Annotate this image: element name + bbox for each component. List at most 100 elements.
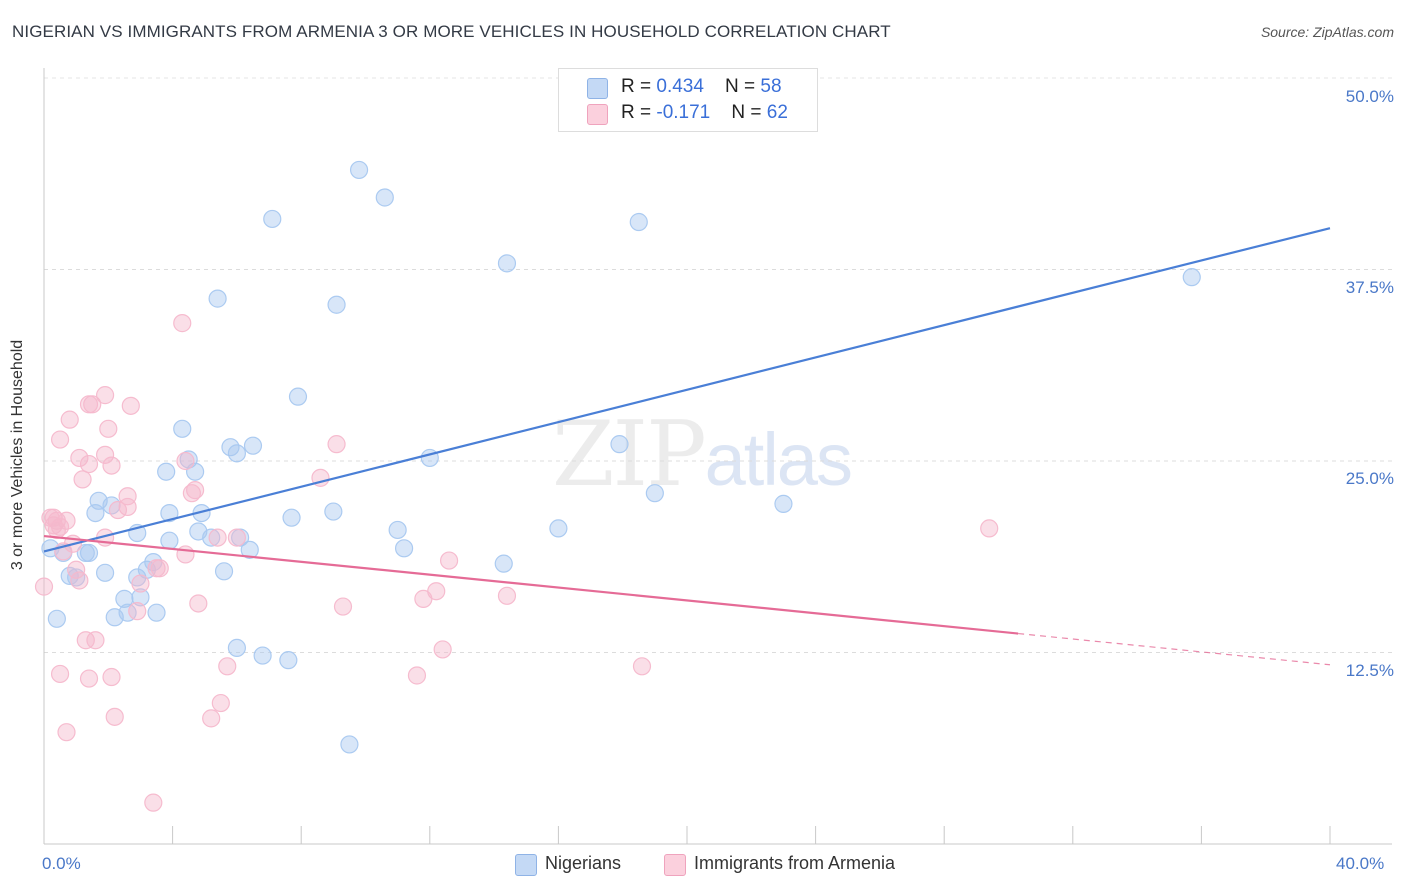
nigerian-point [349, 160, 369, 180]
armenia-point [208, 528, 227, 547]
armenia-point [128, 602, 147, 621]
nigerian-point [497, 254, 517, 273]
armenia-point [67, 560, 86, 579]
armenia-point [108, 500, 128, 520]
nigerian-point [243, 436, 263, 455]
nigerian-point [324, 502, 343, 521]
nigerian-point [214, 562, 234, 581]
nigerian-point [1182, 268, 1201, 287]
armenia-trend-line [43, 534, 1019, 635]
nigerian-point [549, 519, 568, 538]
nigerian-point [115, 589, 134, 608]
nigerian-point [494, 554, 513, 573]
watermark-zip: ZIP [552, 402, 707, 507]
nigerian-point [394, 539, 414, 558]
x-tick-label: 40.0% [1336, 854, 1385, 873]
correlation-legend: R = 0.434 N = 58 R = -0.171 N = 62 [558, 68, 818, 132]
armenia-point [79, 395, 99, 414]
nigerian-point [202, 528, 221, 547]
armenia-point [95, 386, 115, 405]
armenia-point [131, 574, 150, 593]
r-label: R = [621, 76, 657, 97]
nigerian-point [147, 603, 166, 622]
nigerian-point [79, 543, 99, 563]
nigerian-point [67, 568, 86, 587]
armenia-point [327, 435, 346, 454]
armenia-point [150, 559, 169, 578]
y-tick-label: 12.5% [1345, 661, 1394, 680]
nigerian-point [227, 444, 246, 463]
nigerian-trend-line [43, 227, 1331, 553]
legend-swatch [587, 78, 608, 99]
nigerian-point [160, 531, 179, 550]
watermark: ZIPatlas [552, 402, 853, 507]
n-value: 62 [766, 102, 788, 123]
n-value: 58 [760, 76, 782, 97]
armenia-point [144, 793, 163, 812]
armenia-point [79, 454, 99, 474]
armenia-point [182, 484, 201, 503]
r-value: 0.434 [656, 76, 704, 97]
nigerian-point [375, 188, 394, 207]
armenia-point [95, 445, 115, 464]
armenia-point [632, 657, 652, 676]
nigerian-point [282, 508, 301, 527]
armenia-point [70, 448, 89, 468]
nigerian-point [240, 540, 259, 559]
armenia-point [227, 528, 246, 547]
armenia-point [76, 631, 95, 650]
r-value: -0.171 [656, 102, 711, 123]
armenia-point [60, 410, 79, 429]
armenia-point [50, 517, 70, 536]
armenia-point [173, 314, 192, 333]
nigerian-point [131, 588, 150, 607]
nigerian-point [263, 209, 282, 229]
armenia-point [439, 551, 459, 570]
armenia-point [414, 589, 433, 608]
nigerian-point [279, 651, 298, 670]
armenia-point [118, 487, 137, 506]
armenia-point [176, 451, 195, 471]
x-tick-label: 0.0% [42, 854, 81, 873]
armenia-point [102, 667, 121, 687]
armenia-point [105, 707, 124, 726]
armenia-point [189, 594, 208, 613]
y-tick-label: 25.0% [1345, 469, 1394, 488]
nigerian-point [340, 735, 359, 754]
armenia-point [407, 666, 427, 685]
legend-swatch [664, 854, 686, 876]
armenia-point [186, 481, 205, 500]
armenia-point [50, 430, 70, 449]
armenia-point [57, 723, 76, 742]
source-label: Source: ZipAtlas.com [1260, 24, 1394, 40]
series-legend: Nigerians Immigrants from Armenia [0, 852, 1406, 878]
armenia-point [50, 664, 70, 684]
armenia-point [980, 519, 999, 538]
armenia-point [102, 456, 121, 475]
armenia-point [73, 470, 92, 489]
armenia-point [79, 669, 99, 688]
nigerian-point [95, 563, 115, 582]
nigerian-point [774, 494, 793, 513]
armenia-point [121, 396, 140, 415]
nigerian-point [629, 212, 648, 232]
nigerian-point [86, 503, 105, 523]
armenia-trend-line-extension [1018, 632, 1331, 666]
nigerian-point [208, 289, 227, 308]
armenia-point [211, 693, 230, 713]
nigerian-point [327, 295, 346, 314]
nigerian-point [160, 503, 179, 523]
watermark-atlas: atlas [704, 418, 853, 501]
chart-title: NIGERIAN VS IMMIGRANTS FROM ARMENIA 3 OR… [12, 22, 891, 41]
nigerian-point [227, 638, 246, 658]
armenia-point [34, 577, 54, 596]
n-label: N = [731, 102, 767, 123]
nigerian-point [288, 387, 308, 406]
nigerian-point [388, 520, 407, 540]
armenia-point [497, 586, 517, 605]
n-label: N = [725, 76, 761, 97]
y-tick-label: 50.0% [1345, 87, 1394, 106]
y-axis-label: 3 or more Vehicles in Household [9, 339, 26, 571]
legend-swatch [587, 104, 608, 125]
